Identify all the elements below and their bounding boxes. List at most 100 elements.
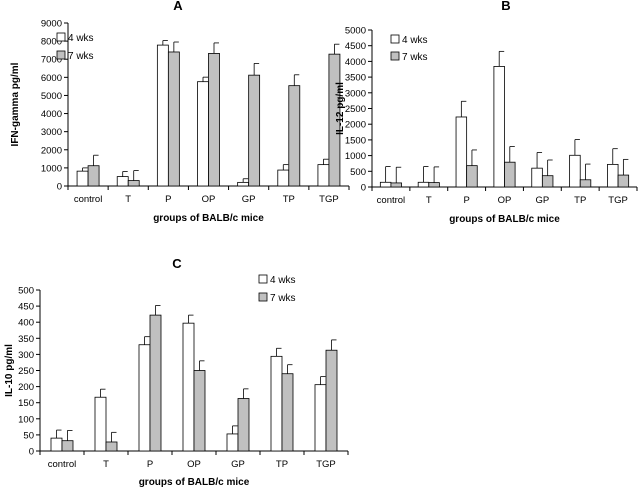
y-tick-label: 5000: [41, 91, 62, 102]
y-tick-label: 9000: [41, 19, 62, 30]
x-tick-label: T: [125, 194, 131, 205]
bar: [466, 165, 478, 188]
y-axis-label: IFN-gamma pg/ml: [10, 62, 21, 146]
bar: [226, 433, 239, 452]
bar: [248, 74, 261, 187]
x-axis-label: groups of BALB/c mice: [449, 214, 560, 225]
x-tick-label: OP: [187, 459, 201, 470]
y-tick-label: 300: [18, 350, 34, 361]
x-tick-label: control: [74, 194, 103, 205]
legend-label: 4 wks: [402, 35, 428, 46]
bar: [61, 440, 74, 452]
x-tick-label: GP: [231, 459, 245, 470]
x-tick-label: TP: [276, 459, 288, 470]
bar: [149, 314, 162, 452]
y-tick-label: 150: [18, 398, 34, 409]
y-tick-label: 400: [18, 318, 34, 329]
y-tick-label: 3500: [345, 73, 366, 84]
bar: [325, 349, 338, 452]
y-tick-label: 250: [18, 366, 34, 377]
bar: [237, 398, 250, 452]
chart-panel-b: B 0 500 1000 1500 2000 2500 3000 3500 4000 4500 500…: [335, 0, 638, 225]
x-tick-label: TGP: [316, 459, 336, 470]
y-axis-label: IL-10 pg/ml: [4, 344, 15, 397]
bar: [317, 164, 330, 187]
bar: [87, 165, 100, 187]
bar: [531, 167, 543, 188]
bar: [504, 161, 516, 188]
y-tick-label: 4500: [345, 41, 366, 52]
bar: [390, 182, 402, 188]
y-tick-label: 50: [23, 430, 34, 441]
y-tick-label: 0: [57, 182, 62, 193]
y-tick-label: 450: [18, 302, 34, 313]
legend-swatch: [258, 292, 268, 302]
x-tick-label: OP: [498, 195, 512, 206]
legend: 4 wks 7 wks: [56, 32, 94, 62]
bar: [76, 170, 89, 187]
bar: [197, 81, 209, 187]
panel-title: B: [501, 0, 510, 13]
y-tick-label: 3000: [345, 88, 366, 99]
bar: [417, 181, 430, 188]
bar: [156, 44, 169, 187]
bar: [379, 181, 392, 188]
bar: [116, 176, 129, 187]
bar: [50, 437, 63, 452]
x-tick-label: control: [48, 459, 77, 470]
y-tick-label: 350: [18, 334, 34, 345]
y-tick-label: 2000: [345, 120, 366, 131]
bar: [94, 396, 107, 452]
bar: [182, 322, 195, 452]
legend-label: 7 wks: [402, 52, 428, 63]
y-tick-label: 200: [18, 382, 34, 393]
bar: [579, 179, 592, 188]
legend: 4 wks 7 wks: [390, 34, 428, 63]
panel-title: A: [173, 0, 183, 13]
bar: [277, 169, 290, 187]
x-tick-label: T: [426, 195, 432, 206]
chart-panel-a: A 0 1000 2000 3000 4000 5000 6000 7000 8000 9000 co…: [10, 0, 350, 224]
x-tick-label: GP: [535, 195, 549, 206]
x-tick-label: T: [103, 459, 109, 470]
x-tick-label: control: [377, 195, 406, 206]
bar: [138, 344, 151, 452]
bar: [288, 85, 301, 187]
y-tick-label: 1000: [345, 151, 366, 162]
y-tick-label: 4000: [41, 109, 62, 120]
y-tick-label: 0: [29, 447, 34, 458]
bar: [607, 163, 619, 188]
bar: [617, 174, 630, 188]
x-tick-label: P: [463, 195, 469, 206]
legend-swatch: [56, 32, 66, 42]
y-tick-label: 8000: [41, 37, 62, 48]
bar: [314, 384, 327, 452]
y-tick-label: 1500: [345, 135, 366, 146]
bar: [237, 181, 250, 187]
y-tick-label: 0: [361, 183, 366, 194]
x-tick-label: P: [165, 194, 171, 205]
panel-title: C: [172, 256, 182, 271]
legend-label: 4 wks: [270, 275, 296, 286]
y-axis-label: IL-12 pg/ml: [335, 82, 346, 135]
y-tick-label: 500: [350, 167, 366, 178]
legend-label: 7 wks: [68, 51, 94, 62]
bar: [428, 182, 440, 188]
x-tick-label: P: [147, 459, 153, 470]
y-tick-label: 3000: [41, 127, 62, 138]
y-tick-label: 6000: [41, 73, 62, 84]
bar: [493, 66, 505, 188]
y-tick-label: 7000: [41, 55, 62, 66]
bar: [281, 373, 294, 452]
bar: [167, 51, 180, 187]
y-tick-label: 4000: [345, 57, 366, 68]
y-tick-label: 1000: [41, 163, 62, 174]
bar: [569, 154, 581, 188]
bar: [105, 441, 118, 452]
y-tick-label: 5000: [345, 26, 366, 37]
bar: [208, 53, 220, 187]
legend-label: 4 wks: [68, 33, 94, 44]
legend: 4 wks 7 wks: [258, 274, 296, 304]
bar: [270, 355, 283, 452]
